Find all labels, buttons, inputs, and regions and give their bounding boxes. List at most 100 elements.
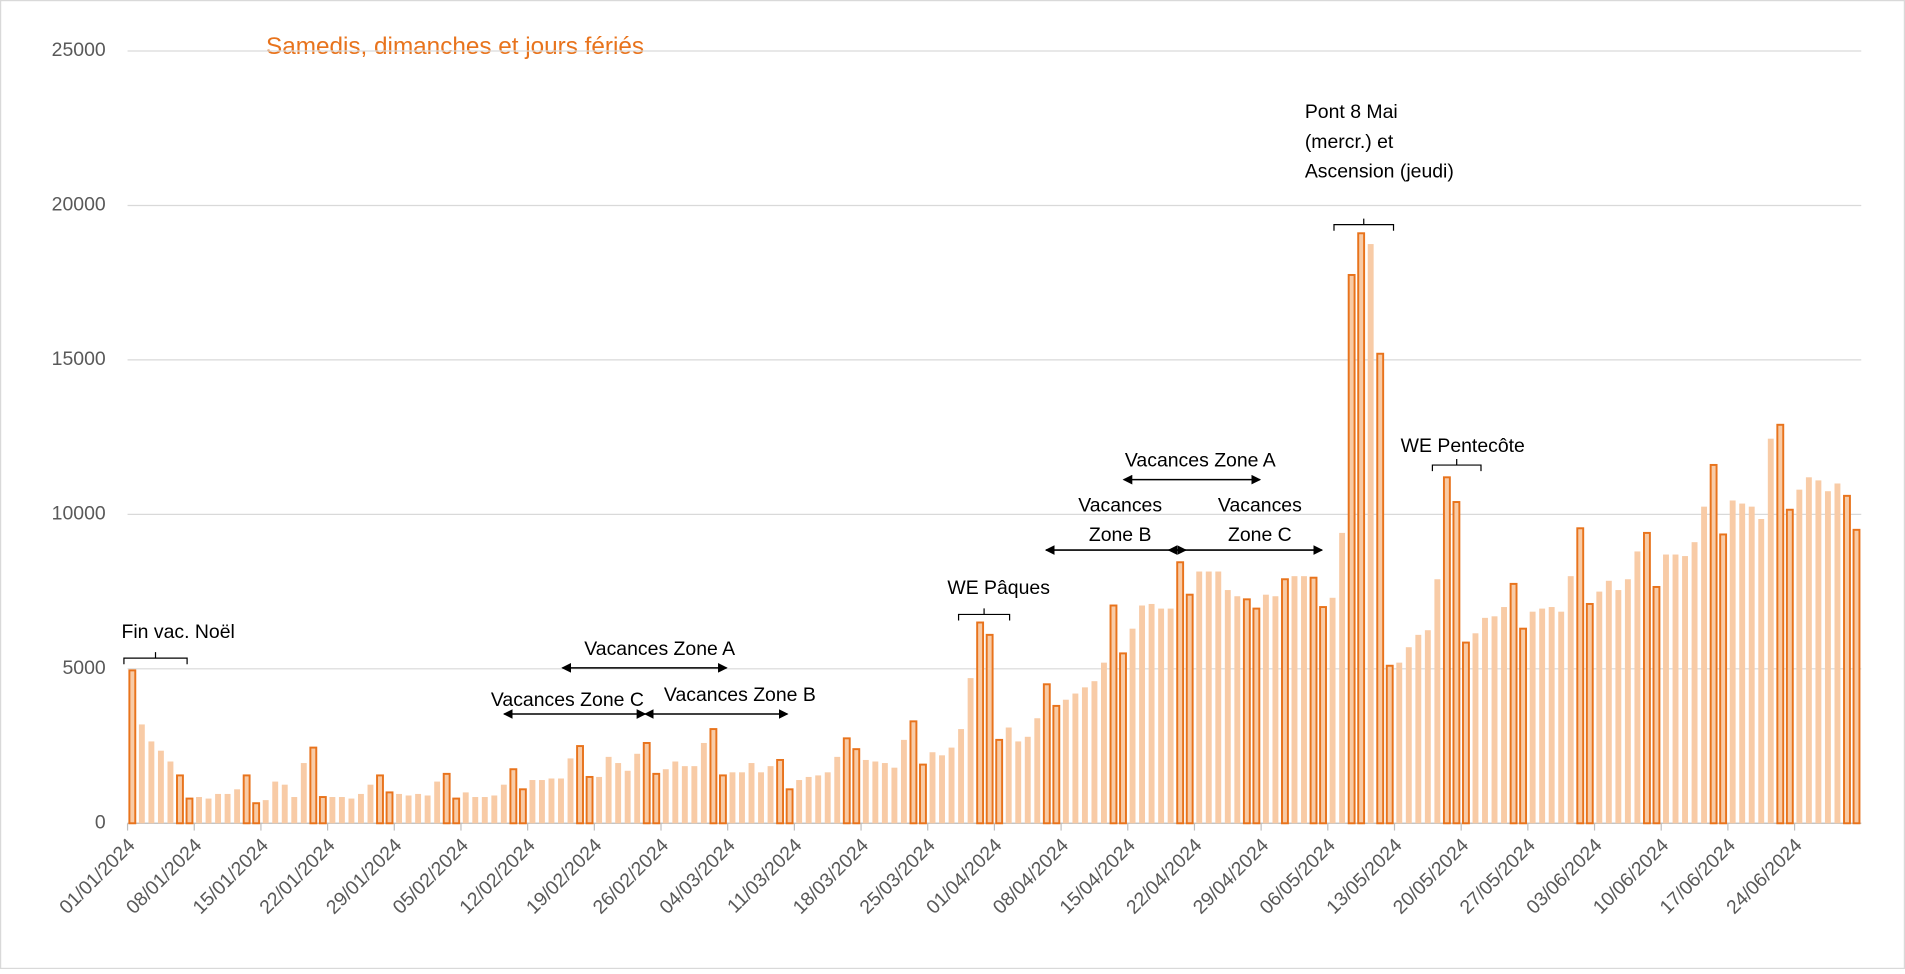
bar [1482,617,1488,824]
bar [976,621,985,825]
bar [1501,607,1507,824]
bar [805,776,812,824]
bar [652,772,661,825]
y-tick-label: 0 [95,811,106,833]
bar [481,797,488,824]
bar [615,763,622,824]
bar [1585,602,1594,825]
bar [1539,608,1546,824]
bar [472,797,479,824]
bar [1748,506,1755,824]
bar [1729,500,1736,824]
bar [700,742,707,824]
annotation-bracket [123,652,188,665]
bar [758,772,764,824]
bar [1452,501,1461,825]
bar [1196,571,1203,824]
bar [234,789,241,824]
bar [442,772,451,825]
bar [1709,463,1718,825]
bar [824,772,831,824]
bar [357,793,364,824]
bar [1042,683,1051,825]
bar [272,781,279,824]
bar [1034,718,1041,824]
bar [739,772,745,824]
bar [585,775,594,825]
annotation: Ascension (jeudi) [1305,161,1454,183]
bar [1719,533,1728,825]
bar [852,748,861,825]
bar [1158,608,1165,824]
bar [662,769,669,824]
bar [909,720,918,825]
bar [985,633,994,825]
bar [1567,576,1574,824]
bar [995,738,1004,825]
bar [1062,699,1069,824]
bar [157,750,164,824]
bar [1091,681,1098,824]
bar [576,745,584,825]
annotation-bracket [1431,458,1482,472]
annotation-bracket [1333,218,1395,231]
bar [128,669,137,825]
annotation: Zone B [1089,524,1152,546]
bar [176,774,184,825]
bar [348,798,355,824]
bar [1605,580,1612,824]
bar [691,766,698,824]
bar [1005,727,1012,824]
bar [1442,476,1451,825]
bar [929,752,936,824]
annotation: (mercr.) et [1305,131,1394,153]
bar [1852,528,1861,825]
bar [1472,633,1479,824]
bar [862,759,869,824]
bar [567,758,574,824]
bar [796,780,803,824]
bar [785,788,794,825]
bar [624,770,631,824]
bar [538,780,545,824]
bar [1024,736,1031,824]
bar [1309,576,1318,825]
bar [842,737,851,825]
bar [1758,519,1765,824]
bar [939,755,945,824]
annotation: WE Pâques [947,577,1050,599]
bar [1824,491,1831,824]
bar [1767,438,1774,824]
bar [242,774,251,825]
bar [300,763,307,824]
y-tick-label: 15000 [52,348,106,370]
bar [1215,571,1222,824]
annotation: Vacances [1078,494,1162,516]
y-tick-label: 10000 [52,502,106,524]
bar [318,796,327,825]
bar [1072,693,1079,824]
bar [215,793,222,824]
bar [1396,662,1403,824]
bar [1347,273,1356,825]
bar [1224,590,1231,824]
y-tick-label: 20000 [52,194,106,216]
bar [500,784,507,824]
bar [634,753,641,824]
bar [1462,641,1470,825]
bar [396,793,403,824]
bar [672,761,679,824]
bar [434,781,441,824]
bar [719,774,727,825]
bar [958,729,965,824]
bar [529,780,536,824]
bar [558,778,564,824]
bar [491,795,498,824]
bar [1843,494,1851,825]
bar [1682,556,1688,824]
bar [815,775,822,824]
bar [1139,605,1146,824]
bar [1167,608,1174,824]
bar [367,784,374,824]
bar [1576,527,1585,825]
